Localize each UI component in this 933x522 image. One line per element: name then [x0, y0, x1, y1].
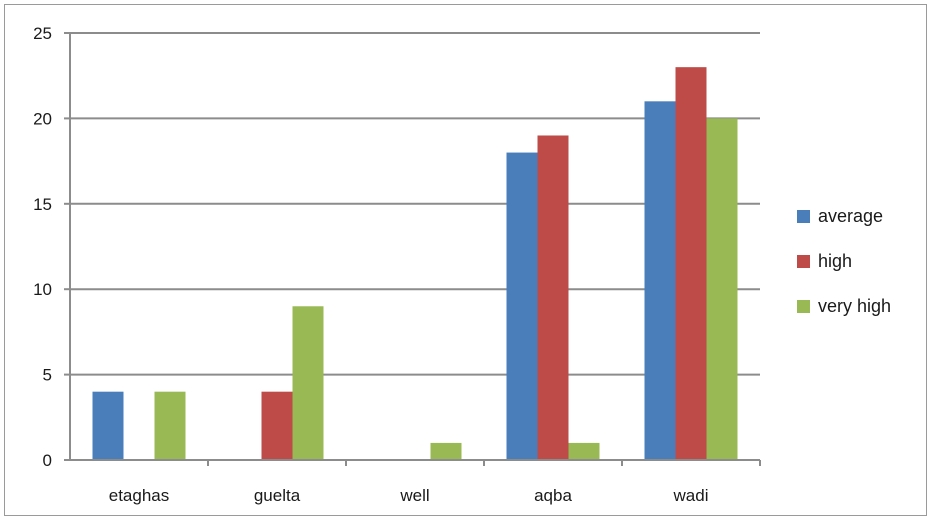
legend-swatch-very-high — [797, 300, 810, 313]
x-tick-label: etaghas — [109, 486, 170, 505]
legend-swatch-average — [797, 210, 810, 223]
y-tick-label: 15 — [33, 195, 52, 214]
bars — [92, 67, 738, 461]
y-tick-label: 0 — [43, 451, 52, 470]
legend-label-high: high — [818, 251, 852, 271]
bar-average-wadi — [644, 101, 676, 460]
y-tick-label: 20 — [33, 109, 52, 128]
bar-average-etaghas — [92, 391, 124, 460]
x-tick-label: wadi — [673, 486, 709, 505]
x-tick-label: guelta — [254, 486, 301, 505]
y-tick-label: 10 — [33, 280, 52, 299]
bar-very-high-etaghas — [154, 391, 186, 460]
x-tick-label: well — [399, 486, 429, 505]
y-axis-ticks: 0 5 10 15 20 25 — [33, 24, 52, 470]
legend: average high very high — [797, 206, 891, 316]
bar-high-aqba — [537, 135, 569, 461]
bar-high-wadi — [675, 67, 707, 460]
y-tick-label: 5 — [43, 366, 52, 385]
x-tick-label: aqba — [534, 486, 572, 505]
bar-very-high-well — [430, 442, 462, 460]
y-tick-label: 25 — [33, 24, 52, 43]
legend-label-average: average — [818, 206, 883, 226]
bar-very-high-aqba — [568, 442, 600, 460]
legend-label-very-high: very high — [818, 296, 891, 316]
bar-very-high-wadi — [706, 118, 738, 461]
bar-high-guelta — [261, 391, 293, 460]
x-axis-ticks: etaghas guelta well aqba wadi — [109, 486, 709, 505]
axes — [64, 32, 761, 466]
legend-swatch-high — [797, 255, 810, 268]
bar-very-high-guelta — [292, 306, 324, 460]
bar-average-aqba — [506, 152, 538, 460]
